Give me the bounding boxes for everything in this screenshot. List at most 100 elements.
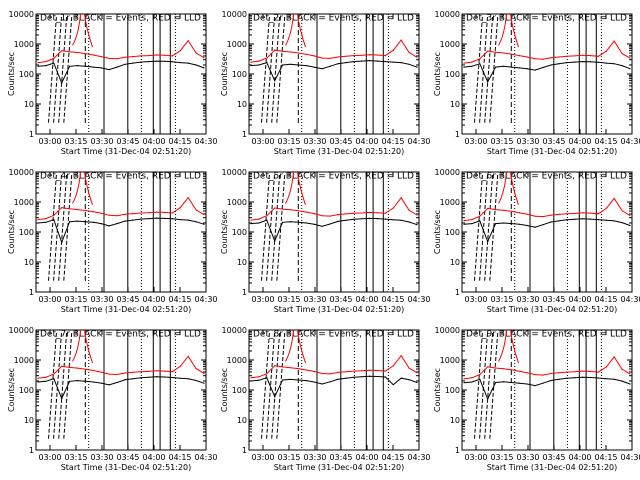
data-point (69, 51, 71, 53)
x-axis-label: Start Time (31-Dec-04 02:51:20) (487, 147, 618, 156)
data-point (613, 220, 615, 222)
data-point (84, 209, 86, 212)
data-point (361, 376, 363, 378)
data-point (400, 377, 402, 379)
data-point (179, 62, 181, 64)
data-point (171, 212, 173, 214)
x-tick-label: 03:15 (277, 137, 300, 146)
data-point (266, 219, 268, 221)
x-tick-label: 04:00 (142, 295, 165, 304)
data-point (132, 213, 134, 215)
data-point (289, 221, 292, 223)
data-point (313, 381, 315, 383)
x-axis-label: Start Time (31-Dec-04 02:51:20) (61, 147, 192, 156)
series-line-events (37, 60, 205, 85)
data-point (124, 213, 126, 215)
data-point (313, 223, 315, 225)
flare-spike (297, 329, 306, 364)
data-point (495, 223, 497, 225)
data-point (479, 215, 481, 217)
data-point (392, 219, 394, 221)
data-point (45, 65, 47, 67)
y-tick-label: 1 (29, 130, 34, 139)
x-tick-label: 03:45 (329, 137, 352, 146)
y-tick-label: 1 (455, 288, 460, 297)
data-point (266, 373, 268, 375)
chart-panel-8: Det_8r BLACK = Events, RED = LLD 1 10 100 10… (220, 326, 431, 472)
data-point (384, 61, 386, 63)
data-point (187, 40, 189, 42)
data-point (156, 370, 158, 372)
x-axis-label: Start Time (31-Dec-04 02:51:20) (487, 463, 618, 472)
x-tick-label: 04:15 (168, 295, 191, 304)
data-point (258, 379, 260, 381)
data-point (518, 382, 520, 384)
data-point (534, 58, 536, 60)
y-tick-label: 10000 (222, 326, 247, 335)
plot-frame (35, 13, 207, 135)
data-point (550, 214, 552, 216)
data-point (61, 50, 63, 52)
data-point (534, 69, 536, 71)
data-point (100, 56, 102, 58)
data-point (187, 355, 189, 357)
data-point (250, 377, 252, 379)
y-axis-label: Counts/sec (433, 368, 442, 412)
x-tick-label: 04:00 (355, 295, 378, 304)
data-point (337, 63, 339, 65)
flare-spike (498, 171, 507, 204)
data-point (629, 373, 631, 375)
data-point (502, 222, 505, 224)
data-point (45, 380, 47, 382)
data-point (258, 60, 260, 62)
data-point (558, 63, 560, 65)
y-tick-label: 10000 (9, 10, 34, 19)
data-point (361, 60, 363, 62)
data-point (132, 378, 134, 380)
data-point (258, 64, 260, 66)
data-point (400, 62, 402, 64)
data-point (45, 221, 47, 223)
x-tick-label: 04:15 (594, 295, 617, 304)
data-point (179, 365, 181, 367)
y-tick-label: 1 (29, 446, 34, 455)
data-point (566, 55, 568, 57)
data-point (597, 377, 600, 379)
y-tick-label: 1000 (14, 356, 34, 365)
data-point (76, 220, 79, 222)
x-tick-label: 03:45 (542, 453, 565, 462)
data-point (266, 57, 268, 59)
y-tick-label: 100 (232, 386, 247, 395)
data-point (92, 66, 94, 68)
data-point (100, 382, 102, 384)
data-point (345, 62, 347, 64)
data-point (297, 52, 299, 54)
data-point (76, 367, 79, 369)
data-point (376, 369, 379, 372)
data-point (605, 219, 607, 221)
x-tick-label: 04:30 (194, 453, 217, 462)
data-point (629, 224, 631, 227)
series-line-lld (37, 39, 205, 64)
data-point (140, 61, 142, 63)
y-axis-label: Counts/sec (220, 52, 229, 96)
data-point (163, 376, 166, 378)
data-point (140, 377, 142, 379)
data-point (574, 61, 576, 63)
x-tick-label: 03:00 (464, 137, 487, 146)
chart-panel-3: Det_3r BLACK = Events, RED = LLD 1 10 100 10… (433, 10, 640, 156)
data-point (289, 367, 292, 369)
data-point (124, 379, 126, 381)
data-point (621, 380, 623, 382)
data-point (203, 57, 205, 59)
data-point (163, 211, 166, 213)
data-point (329, 223, 331, 225)
plot-frame (248, 329, 420, 451)
data-point (250, 223, 252, 225)
data-point (526, 383, 528, 385)
y-axis-label: Counts/sec (433, 210, 442, 254)
data-point (297, 368, 299, 370)
x-tick-label: 04:30 (194, 295, 217, 304)
chart-panel-4: Det_4r BLACK = Events, RED = LLD 1 10 100 10… (7, 168, 218, 314)
data-point (156, 54, 158, 56)
